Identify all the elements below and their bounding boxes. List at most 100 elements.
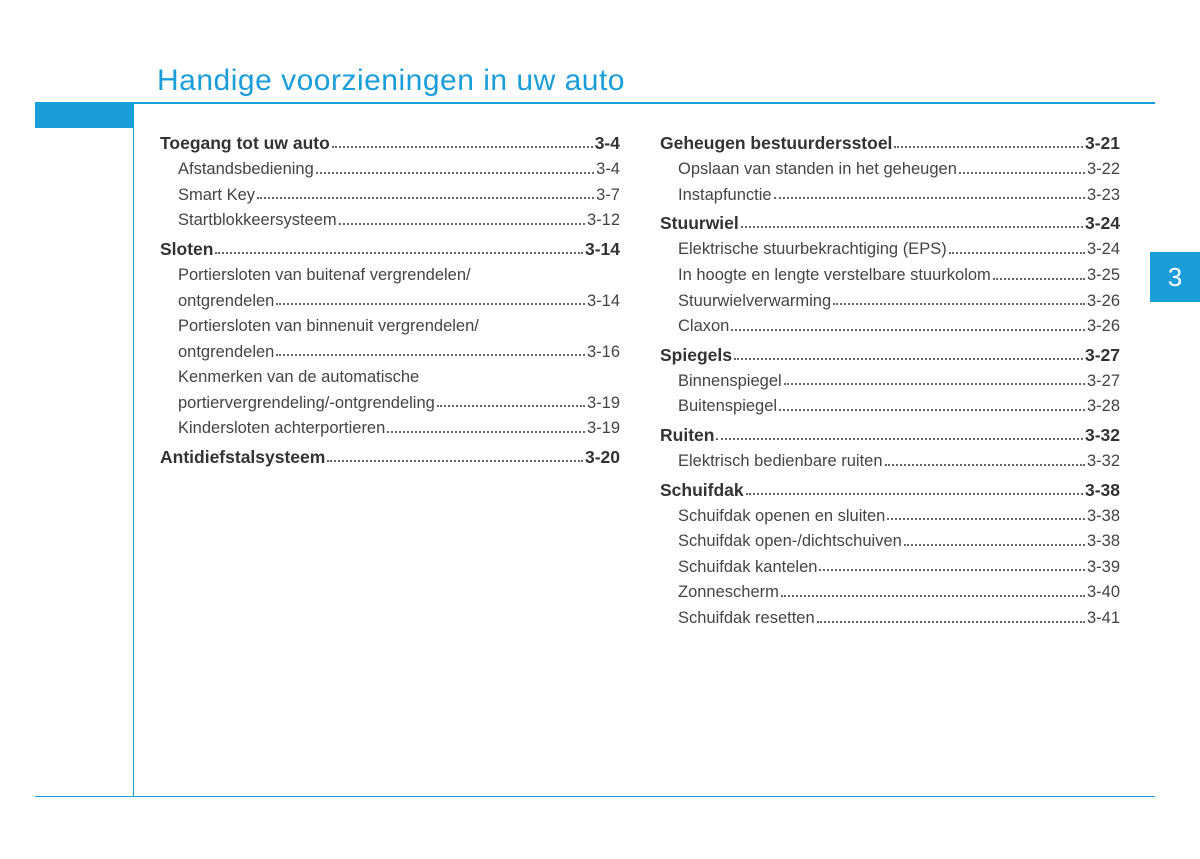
toc-label: Kenmerken van de automatische [178,365,620,391]
toc-page: 3-25 [1087,263,1120,289]
toc-leader [894,146,1083,148]
toc-label: Elektrisch bedienbare ruiten [678,449,883,475]
toc-page: 3-27 [1085,342,1120,369]
toc-leader [387,431,585,433]
toc-page: 3-20 [585,444,620,471]
toc-page: 3-38 [1087,504,1120,530]
toc-label: Elektrische stuurbekrachtiging (EPS) [678,237,947,263]
toc-subitem: Portiersloten van buitenaf vergrendelen/… [160,263,620,314]
toc-label: In hoogte en lengte verstelbare stuurkol… [678,263,991,289]
toc-subitem: Binnenspiegel 3-27 [660,369,1120,395]
toc-subitem: Stuurwielverwarming3-26 [660,289,1120,315]
toc-leader [716,438,1083,440]
toc-subitem: Startblokkeersysteem 3-12 [160,208,620,234]
toc-subitem: Claxon3-26 [660,314,1120,340]
toc-label: portiervergrendeling/-ontgrendeling [178,391,435,417]
toc-page: 3-32 [1087,449,1120,475]
toc-leader [959,172,1085,174]
toc-page: 3-4 [595,130,620,157]
toc-leader [734,358,1083,360]
toc-content: Toegang tot uw auto 3-4Afstandsbediening3… [160,128,1120,632]
toc-leader [887,518,1085,520]
toc-label: Kindersloten achterportieren [178,416,385,442]
toc-label: Binnenspiegel [678,369,782,395]
toc-label: Stuurwielverwarming [678,289,831,315]
toc-label: Schuifdak resetten [678,606,815,632]
toc-page: 3-4 [596,157,620,183]
toc-leader [949,252,1085,254]
toc-page: 3-38 [1087,529,1120,555]
toc-subitem: Kindersloten achterportieren3-19 [160,416,620,442]
toc-label: Schuifdak kantelen [678,555,817,581]
toc-page: 3-41 [1087,606,1120,632]
toc-subitem: Schuifdak open-/dichtschuiven3-38 [660,529,1120,555]
toc-label: Portiersloten van buitenaf vergrendelen/ [178,263,620,289]
toc-leader [904,544,1085,546]
vertical-rule [133,102,134,796]
toc-section: Stuurwiel 3-24 [660,210,1120,237]
toc-label: Buitenspiegel [678,394,777,420]
toc-label: ontgrendelen [178,289,274,315]
toc-leader [257,197,594,199]
bottom-rule [35,796,1155,797]
toc-section: Antidiefstalsysteem 3-20 [160,444,620,471]
toc-column-left: Toegang tot uw auto 3-4Afstandsbediening3… [160,128,620,632]
toc-section: Sloten 3-14 [160,236,620,263]
toc-leader [993,278,1085,280]
toc-subitem: Schuifdak resetten 3-41 [660,606,1120,632]
toc-page: 3-23 [1087,183,1120,209]
header-rule [0,102,1200,130]
toc-leader [833,303,1085,305]
toc-subitem: Opslaan van standen in het geheugen3-22 [660,157,1120,183]
toc-label: Schuifdak openen en sluiten [678,504,885,530]
toc-label: Geheugen bestuurdersstoel [660,130,892,157]
header-block-left [35,104,133,128]
toc-subitem: Kenmerken van de automatischeportierverg… [160,365,620,416]
toc-label: ontgrendelen [178,340,274,366]
toc-page: 3-19 [587,391,620,417]
page-title: Handige voorzieningen in uw auto [157,64,625,98]
toc-subitem: Buitenspiegel3-28 [660,394,1120,420]
toc-page: 3-40 [1087,580,1120,606]
toc-leader [731,329,1085,331]
toc-page: 3-24 [1085,210,1120,237]
toc-subitem: Zonnescherm3-40 [660,580,1120,606]
toc-label: Schuifdak [660,477,744,504]
toc-page: 3-7 [596,183,620,209]
toc-label: Antidiefstalsysteem [160,444,325,471]
toc-label: Sloten [160,236,213,263]
toc-leader [339,223,585,225]
toc-subitem: Elektrisch bedienbare ruiten 3-32 [660,449,1120,475]
toc-page: 3-16 [587,340,620,366]
toc-page: 3-12 [587,208,620,234]
toc-leader [819,569,1085,571]
toc-label: Stuurwiel [660,210,739,237]
toc-label: Startblokkeersysteem [178,208,337,234]
toc-page: 3-39 [1087,555,1120,581]
toc-page: 3-21 [1085,130,1120,157]
chapter-number: 3 [1168,262,1182,293]
toc-subitem: In hoogte en lengte verstelbare stuurkol… [660,263,1120,289]
toc-leader [215,252,582,254]
toc-section: Schuifdak 3-38 [660,477,1120,504]
toc-leader [741,226,1083,228]
toc-subitem: Afstandsbediening3-4 [160,157,620,183]
toc-leader [437,405,585,407]
toc-label: Toegang tot uw auto [160,130,330,157]
toc-page: 3-14 [587,289,620,315]
toc-subitem: Elektrische stuurbekrachtiging (EPS)3-24 [660,237,1120,263]
toc-page: 3-27 [1087,369,1120,395]
toc-page: 3-32 [1085,422,1120,449]
toc-leader [276,354,585,356]
toc-leader [276,303,585,305]
toc-page: 3-14 [585,236,620,263]
toc-section: Toegang tot uw auto 3-4 [160,130,620,157]
toc-subitem: Schuifdak kantelen 3-39 [660,555,1120,581]
toc-page: 3-38 [1085,477,1120,504]
header-rule-line [35,102,1155,104]
toc-section: Ruiten3-32 [660,422,1120,449]
title-bar: Handige voorzieningen in uw auto [157,62,625,98]
toc-label: Instapfunctie [678,183,772,209]
toc-label: Smart Key [178,183,255,209]
toc-subitem: Smart Key 3-7 [160,183,620,209]
